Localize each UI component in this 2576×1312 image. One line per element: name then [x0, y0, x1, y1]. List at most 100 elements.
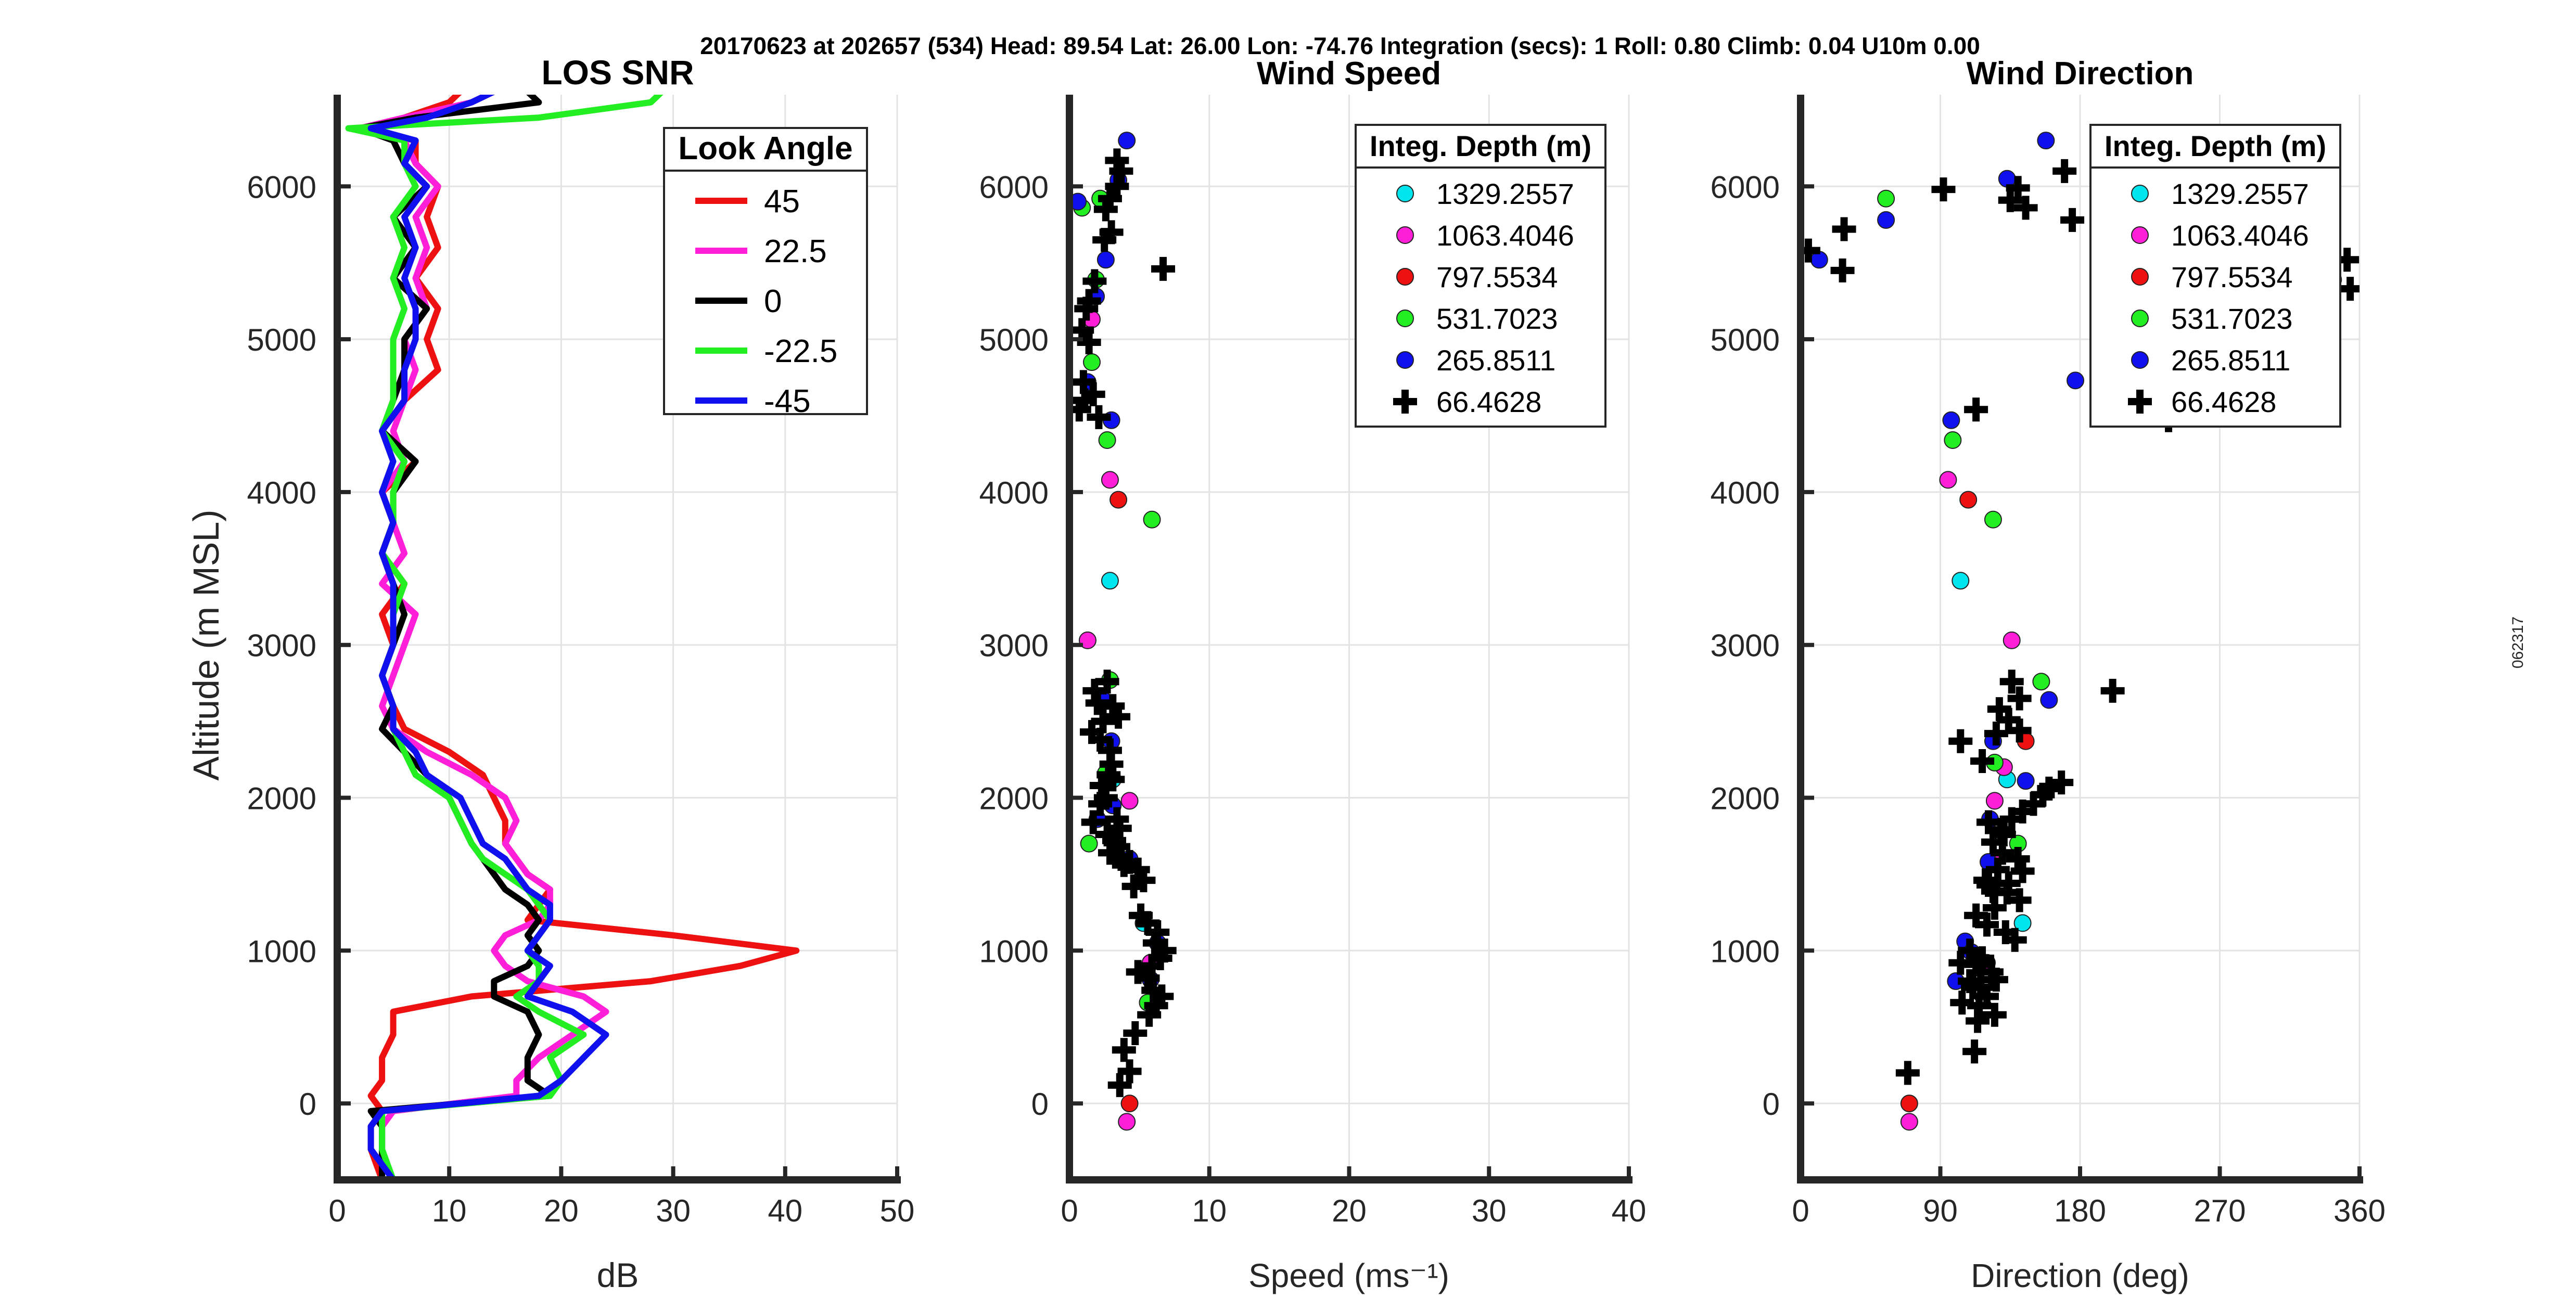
- figure-header: 20170623 at 202657 (534) Head: 89.54 Lat…: [700, 32, 1980, 59]
- x-tick-label: 270: [2194, 1193, 2246, 1228]
- legend-title: Integ. Depth (m): [2105, 130, 2326, 162]
- legend-integ-depth-direction: Integ. Depth (m) 1329.2557 1063.4046 797.55…: [2089, 124, 2341, 428]
- legend-label-1329.2557: 1329.2557: [2171, 177, 2309, 210]
- data-point-531.7023: [1143, 510, 1161, 529]
- panel-wind-speed: 0 10 20 30 40 0 1000 2000 3000 4000 5000 6000 Wind …: [979, 56, 1647, 1294]
- data-point-797.5534: [1120, 1095, 1139, 1113]
- legend-label-1063.4046: 1063.4046: [1436, 219, 1574, 252]
- data-point-66.4628: [1112, 853, 1136, 877]
- legend-swatch-531.7023: [2131, 310, 2149, 327]
- data-point-1063.4046: [2003, 631, 2021, 649]
- legend-label-45: 45: [764, 184, 800, 220]
- y-tick-label: 5000: [1711, 323, 1780, 357]
- data-point-66.4628: [1984, 968, 2008, 992]
- data-point-66.4628: [1982, 1002, 2007, 1027]
- data-point-66.4628: [1070, 318, 1094, 342]
- data-point-66.4628: [1117, 1059, 1142, 1084]
- legend-box: [663, 127, 868, 415]
- x-tick-label: 30: [656, 1193, 691, 1228]
- data-point-66.4628: [1092, 228, 1117, 252]
- data-point-797.5534: [1110, 491, 1128, 509]
- data-point-66.4628: [2052, 159, 2077, 183]
- x-tick-label: 30: [1472, 1193, 1507, 1228]
- data-point-66.4628: [1964, 397, 1988, 422]
- legend-label-797.5534: 797.5534: [2171, 261, 2293, 293]
- data-point-66.4628: [1990, 841, 2014, 865]
- x-axis-label-wind-speed: Speed (ms⁻¹): [1248, 1257, 1449, 1294]
- axes-wind-speed: 0 10 20 30 40 0 1000 2000 3000 4000 5000 6000: [979, 95, 1647, 1228]
- data-point-66.4628: [1961, 975, 1985, 999]
- x-tick-label: 180: [2054, 1193, 2106, 1228]
- data-point-66.4628: [2007, 686, 2032, 711]
- data-point-66.4628: [1931, 177, 1956, 202]
- x-tick-label: 0: [328, 1193, 346, 1228]
- y-tick-label: 2000: [979, 781, 1049, 816]
- data-point-66.4628: [1121, 874, 1146, 898]
- data-point-1329.2557: [1101, 572, 1119, 590]
- data-point-66.4628: [1077, 330, 1101, 354]
- data-point-66.4628: [1981, 830, 2005, 854]
- data-point-66.4628: [1137, 1002, 1162, 1027]
- data-point-531.7023: [1098, 431, 1116, 449]
- legend-title: Look Angle: [678, 131, 852, 166]
- legend-label--22.5: -22.5: [764, 333, 837, 369]
- data-point-66.4628: [1123, 1021, 1147, 1045]
- y-tick-label: 4000: [979, 475, 1049, 510]
- data-point-531.7023: [1080, 834, 1098, 853]
- data-point-66.4628: [1093, 197, 1118, 222]
- axes-wind-direction: 0 90 180 270 360 0 1000 2000 3000 4000 5000 6000: [1711, 95, 2386, 1228]
- axes-los-snr: 0 10 20 30 40 50 0 1000 2000 3000 4000 5000 6000: [247, 95, 915, 1228]
- y-axis-label: Altitude (m MSL): [186, 509, 226, 780]
- data-point-265.8511: [2017, 772, 2035, 790]
- x-axis-label-wind-direction: Direction (deg): [1971, 1257, 2189, 1294]
- data-point-66.4628: [1082, 269, 1107, 293]
- data-point-531.7023: [1877, 189, 1895, 208]
- data-point-66.4628: [1976, 872, 2000, 897]
- data-point-66.4628: [1071, 370, 1095, 394]
- x-tick-label: 20: [544, 1193, 579, 1228]
- data-point-66.4628: [1966, 1009, 1990, 1033]
- legend-label-1063.4046: 1063.4046: [2171, 219, 2309, 252]
- data-point-66.4628: [1081, 810, 1105, 834]
- x-tick-label: 90: [1923, 1193, 1958, 1228]
- data-point-66.4628: [2335, 248, 2360, 272]
- legend-swatch-797.5534: [2131, 268, 2149, 286]
- x-tick-label: 10: [1192, 1193, 1227, 1228]
- data-point-797.5534: [1900, 1095, 1918, 1113]
- y-tick-label: 4000: [1711, 475, 1780, 510]
- legend-label-1329.2557: 1329.2557: [1436, 177, 1574, 210]
- x-tick-label: 50: [880, 1193, 915, 1228]
- data-point-66.4628: [1999, 670, 2024, 694]
- y-tick-label: 3000: [1711, 628, 1780, 663]
- data-point-66.4628: [2003, 928, 2027, 952]
- legend-label-531.7023: 531.7023: [2171, 302, 2293, 335]
- chart-title-wind-speed: Wind Speed: [1257, 56, 1441, 92]
- data-layer: [345, 95, 800, 1180]
- legend-swatch-1063.4046: [2131, 226, 2149, 244]
- data-point-66.4628: [2049, 770, 2074, 795]
- data-point-265.8511: [1877, 211, 1895, 229]
- data-point-66.4628: [1089, 773, 1114, 798]
- data-point-1063.4046: [1078, 631, 1096, 649]
- chart-title-los-snr: LOS SNR: [541, 53, 694, 92]
- data-point-66.4628: [1948, 950, 1973, 975]
- data-point-66.4628: [1832, 217, 1856, 241]
- data-point-66.4628: [2100, 678, 2125, 703]
- data-point-66.4628: [2060, 208, 2085, 232]
- y-tick-label: 1000: [247, 934, 316, 969]
- y-tick-label: 6000: [979, 170, 1049, 204]
- x-tick-label: 40: [1612, 1193, 1647, 1228]
- x-tick-label: 10: [432, 1193, 467, 1228]
- data-point-66.4628: [2007, 888, 2032, 912]
- legend-swatch-797.5534: [1396, 268, 1414, 286]
- data-point-66.4628: [1996, 871, 2021, 896]
- legend-label-797.5534: 797.5534: [1436, 261, 1558, 293]
- y-tick-label: 3000: [979, 628, 1049, 663]
- data-point-66.4628: [1109, 159, 1133, 183]
- series-line--45: [367, 95, 609, 1180]
- data-point-531.7023: [2032, 673, 2050, 691]
- data-point-66.4628: [2338, 277, 2360, 301]
- data-point-66.4628: [2007, 718, 2032, 743]
- y-tick-label: 0: [1031, 1087, 1049, 1122]
